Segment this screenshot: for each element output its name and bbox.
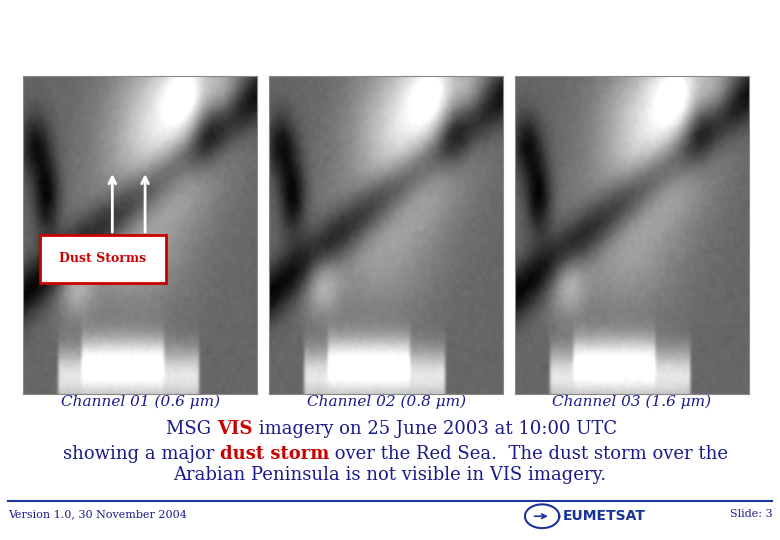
Text: dust storm: dust storm <box>220 444 329 463</box>
Text: Channel 02 (0.8 μm): Channel 02 (0.8 μm) <box>307 395 466 409</box>
Text: over the Red Sea.  The dust storm over the: over the Red Sea. The dust storm over th… <box>329 444 729 463</box>
Text: Dust Storms: Dust Storms <box>59 252 147 265</box>
Text: Arabian Peninsula is not visible in VIS imagery.: Arabian Peninsula is not visible in VIS … <box>173 466 607 484</box>
FancyBboxPatch shape <box>40 235 166 283</box>
Text: MSG: MSG <box>166 420 217 438</box>
Text: showing a major: showing a major <box>63 444 220 463</box>
Text: Channel 03 (1.6 μm): Channel 03 (1.6 μm) <box>552 395 711 409</box>
Text: imagery on 25 June 2003 at 10:00 UTC: imagery on 25 June 2003 at 10:00 UTC <box>253 420 617 438</box>
Text: Version 1.0, 30 November 2004: Version 1.0, 30 November 2004 <box>8 509 186 519</box>
Text: VIS: VIS <box>217 420 253 438</box>
Text: Channel 01 (0.6 μm): Channel 01 (0.6 μm) <box>61 395 220 409</box>
Text: EUMETSAT: EUMETSAT <box>563 509 646 523</box>
Text: Slide: 3: Slide: 3 <box>729 509 772 519</box>
